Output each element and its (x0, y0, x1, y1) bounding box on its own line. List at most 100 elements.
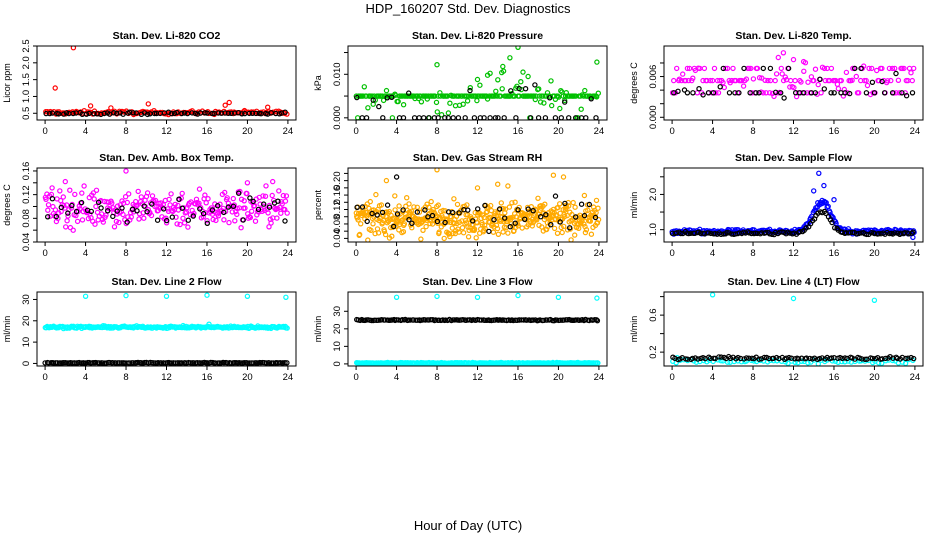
data-point (775, 54, 782, 61)
data-point (555, 294, 562, 300)
data-point (434, 293, 440, 300)
data-point (163, 293, 170, 299)
plot-frame (347, 45, 608, 121)
data-point (471, 226, 478, 232)
data-point (155, 360, 161, 366)
data-point (566, 203, 572, 209)
data-point (770, 355, 777, 361)
data-point (474, 97, 480, 104)
data-point (801, 90, 807, 96)
data-point (108, 105, 114, 111)
data-point (168, 110, 175, 117)
data-point (45, 214, 51, 220)
data-point (85, 215, 92, 222)
data-point (57, 188, 63, 194)
data-point (152, 197, 159, 204)
data-point (374, 212, 380, 218)
data-point (711, 65, 718, 72)
y-tick-label: 0.6 (648, 309, 659, 322)
data-point (541, 216, 548, 223)
data-point (805, 79, 811, 85)
data-point (270, 178, 276, 185)
data-point (484, 72, 491, 78)
data-point (167, 202, 173, 208)
data-point (717, 84, 723, 90)
data-point (228, 110, 234, 117)
data-point (200, 214, 206, 220)
x-tick-label: 4 (83, 372, 88, 383)
data-point (513, 115, 519, 120)
data-point (494, 93, 500, 99)
x-tick-label: 4 (394, 372, 399, 383)
data-point (871, 90, 878, 96)
data-point (177, 221, 183, 228)
data-point (54, 360, 61, 366)
data-point (910, 229, 916, 235)
data-point (179, 110, 185, 117)
data-point (829, 219, 835, 226)
panel-title: Stan. Dev. Line 3 Flow (422, 276, 533, 288)
data-point (864, 82, 871, 89)
data-point (145, 101, 151, 107)
data-point (45, 202, 52, 208)
data-point (193, 196, 200, 202)
data-point (750, 76, 757, 82)
data-point (230, 195, 236, 202)
data-point (204, 292, 210, 298)
data-point (748, 65, 754, 72)
data-point (559, 229, 565, 236)
data-point (135, 188, 141, 195)
panel-2: Stan. Dev. Li-820 Pressure kPa 0 4 8 12 16 20 24… (313, 30, 608, 137)
data-point (721, 84, 728, 91)
data-point (282, 109, 288, 115)
data-point (889, 65, 896, 72)
data-points (42, 168, 290, 233)
y-tick-label: 0.12 (21, 185, 32, 204)
figure-title: HDP_160207 Std. Dev. Diagnostics (365, 1, 571, 16)
x-tick-label: 16 (202, 126, 213, 137)
data-point (889, 357, 896, 364)
data-point (189, 110, 195, 116)
data-point (557, 105, 563, 112)
data-point (60, 194, 67, 200)
data-point (786, 354, 792, 361)
data-point (135, 359, 141, 366)
data-point (434, 168, 440, 173)
data-point (695, 356, 701, 362)
data-point (392, 207, 398, 213)
data-point (572, 204, 578, 210)
data-point (828, 355, 835, 361)
data-point (909, 90, 916, 96)
data-point (141, 203, 147, 209)
data-point (369, 210, 375, 217)
data-point (588, 231, 595, 237)
data-point (535, 115, 542, 120)
data-point (67, 187, 73, 193)
data-point (354, 94, 360, 101)
data-point (246, 110, 252, 117)
data-point (562, 200, 568, 207)
data-point (65, 210, 71, 216)
data-point (726, 230, 732, 236)
data-point (512, 220, 518, 226)
data-point (370, 97, 376, 103)
data-point (675, 88, 681, 95)
panel-5: Stan. Dev. Gas Stream RH percent 0 4 8 12 16 20… (313, 152, 608, 259)
x-tick-label: 0 (669, 126, 674, 137)
data-point (515, 46, 521, 50)
data-point (87, 103, 94, 109)
data-point (704, 77, 710, 84)
data-point (395, 98, 401, 105)
data-point (681, 87, 688, 93)
data-point (570, 199, 576, 206)
data-point (400, 207, 406, 213)
data-point (375, 230, 382, 236)
x-tick-label: 20 (553, 248, 564, 259)
data-point (593, 209, 599, 216)
data-point (221, 189, 228, 196)
data-point (129, 206, 136, 212)
data-point (454, 201, 461, 208)
data-point (801, 68, 807, 75)
data-point (202, 192, 208, 198)
data-point (275, 198, 281, 204)
